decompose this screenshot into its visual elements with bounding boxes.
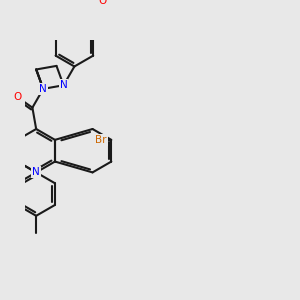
Text: O: O xyxy=(99,0,107,6)
Text: O: O xyxy=(13,92,21,102)
Text: Br: Br xyxy=(95,135,107,145)
Text: N: N xyxy=(39,84,47,94)
Text: N: N xyxy=(32,167,40,177)
Text: N: N xyxy=(60,80,68,90)
